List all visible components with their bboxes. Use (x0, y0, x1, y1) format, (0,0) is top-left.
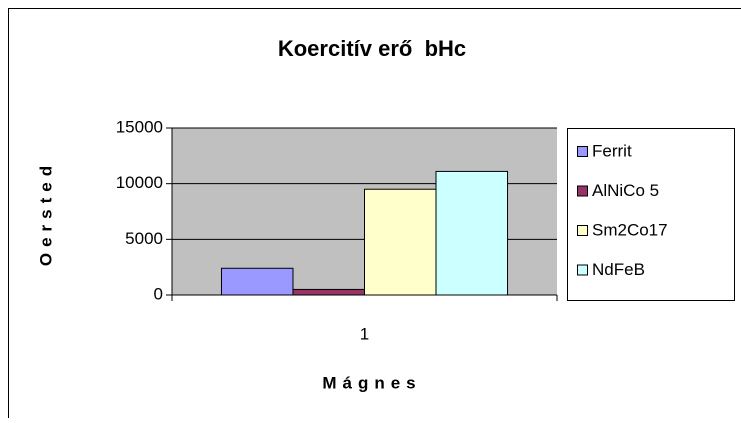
x-axis-title: Mágnes (322, 373, 421, 392)
y-tick-label: 15000 (116, 117, 163, 136)
legend-swatch (578, 226, 588, 236)
legend-label: Ferrit (592, 141, 632, 160)
y-axis-title: Oersted (36, 160, 55, 266)
chart-title: Koercitív erő bHc (278, 36, 466, 61)
legend-label: NdFeB (592, 260, 645, 279)
y-tick-label: 10000 (116, 173, 163, 192)
x-tick-label: 1 (360, 324, 369, 343)
bar (221, 268, 293, 295)
bar (293, 289, 365, 295)
bar (365, 189, 437, 295)
y-tick-label: 0 (154, 284, 163, 303)
legend-swatch (578, 186, 588, 196)
legend-swatch (578, 147, 588, 157)
legend-label: Sm2Co17 (592, 220, 668, 239)
y-tick-label: 5000 (125, 229, 163, 248)
legend-label: AlNiCo 5 (592, 181, 659, 200)
bar (436, 171, 508, 295)
legend-swatch (578, 265, 588, 275)
